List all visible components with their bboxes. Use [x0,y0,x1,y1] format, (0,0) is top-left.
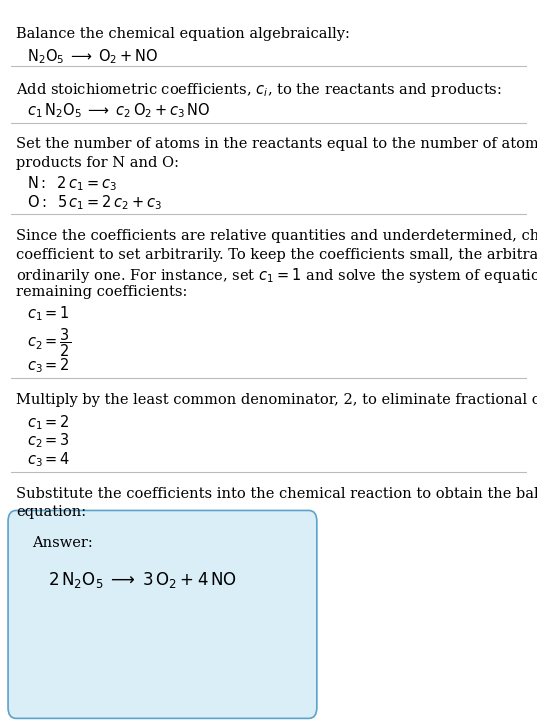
Text: Multiply by the least common denominator, 2, to eliminate fractional coefficient: Multiply by the least common denominator… [16,393,537,406]
Text: $c_1 = 2$: $c_1 = 2$ [27,413,70,432]
Text: $2\,\mathrm{N_2O_5} \;\longrightarrow\; 3\,\mathrm{O_2} + 4\,\mathrm{NO}$: $2\,\mathrm{N_2O_5} \;\longrightarrow\; … [48,570,237,591]
Text: Since the coefficients are relative quantities and underdetermined, choose a: Since the coefficients are relative quan… [16,229,537,243]
Text: ordinarily one. For instance, set $c_1 = 1$ and solve the system of equations fo: ordinarily one. For instance, set $c_1 =… [16,266,537,285]
Text: $c_1\,\mathrm{N_2O_5} \;\longrightarrow\; c_2\,\mathrm{O_2} + c_3\,\mathrm{NO}$: $c_1\,\mathrm{N_2O_5} \;\longrightarrow\… [27,101,211,120]
FancyBboxPatch shape [8,510,317,718]
Text: $\mathrm{N_2O_5} \;\longrightarrow\; \mathrm{O_2 + NO}$: $\mathrm{N_2O_5} \;\longrightarrow\; \ma… [27,47,158,66]
Text: $c_1 = 1$: $c_1 = 1$ [27,304,70,323]
Text: $c_2 = \dfrac{3}{2}$: $c_2 = \dfrac{3}{2}$ [27,326,71,359]
Text: Add stoichiometric coefficients, $c_i$, to the reactants and products:: Add stoichiometric coefficients, $c_i$, … [16,81,502,99]
Text: Set the number of atoms in the reactants equal to the number of atoms in the: Set the number of atoms in the reactants… [16,137,537,151]
Text: $c_3 = 4$: $c_3 = 4$ [27,451,70,469]
Text: $\mathrm{N{:}}\;\; 2\,c_1 = c_3$: $\mathrm{N{:}}\;\; 2\,c_1 = c_3$ [27,174,117,193]
Text: $c_3 = 2$: $c_3 = 2$ [27,357,70,375]
Text: $c_2 = 3$: $c_2 = 3$ [27,432,70,451]
Text: products for N and O:: products for N and O: [16,156,179,170]
Text: coefficient to set arbitrarily. To keep the coefficients small, the arbitrary va: coefficient to set arbitrarily. To keep … [16,248,537,261]
Text: $\mathrm{O{:}}\;\; 5\,c_1 = 2\,c_2 + c_3$: $\mathrm{O{:}}\;\; 5\,c_1 = 2\,c_2 + c_3… [27,193,162,212]
Text: Substitute the coefficients into the chemical reaction to obtain the balanced: Substitute the coefficients into the che… [16,487,537,500]
Text: Answer:: Answer: [32,536,93,549]
Text: equation:: equation: [16,505,86,519]
Text: remaining coefficients:: remaining coefficients: [16,285,187,299]
Text: Balance the chemical equation algebraically:: Balance the chemical equation algebraica… [16,27,350,41]
